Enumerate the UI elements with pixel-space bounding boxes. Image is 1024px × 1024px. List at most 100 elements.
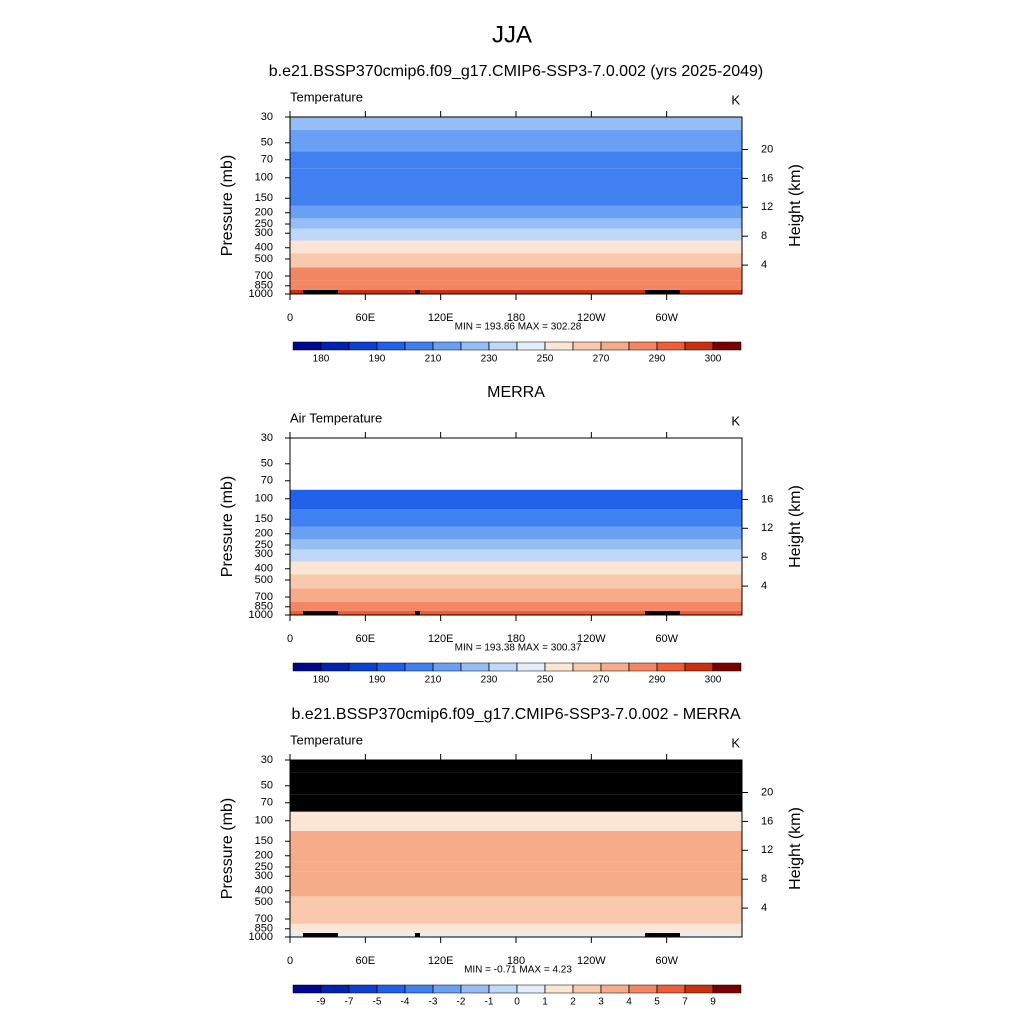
colorbar-box [600, 341, 630, 351]
stats-label: MIN = -0.71 MAX = 4.23 [464, 965, 572, 976]
field-band [290, 861, 742, 872]
colorbar-box [656, 341, 686, 351]
colorbar-box [488, 662, 518, 672]
colorbar-box [460, 984, 490, 994]
y-tick-label: 500 [255, 574, 273, 586]
colorbar-label: 190 [369, 354, 386, 365]
y-tick-label: 30 [261, 111, 273, 123]
y-tick-label: 1000 [249, 288, 273, 300]
x-tick-label: 60E [356, 955, 376, 967]
x-tick-label: 60W [655, 955, 678, 967]
figure-title: JJA [492, 21, 532, 48]
field-band [290, 610, 742, 615]
topography [303, 611, 338, 615]
field-band [290, 280, 742, 290]
colorbar-box [684, 984, 714, 994]
field-band [290, 129, 742, 152]
y-tick-label: 300 [255, 548, 273, 560]
colorbar-box [516, 662, 546, 672]
x-tick-label: 120E [428, 312, 454, 324]
y-tick-label: 850 [255, 601, 273, 613]
y-tick-label: 300 [255, 870, 273, 882]
field-band [290, 871, 742, 884]
x-tick-label: 180 [507, 312, 525, 324]
y-tick-label: 200 [255, 528, 273, 540]
colorbar-box [572, 984, 602, 994]
y-tick-label: 700 [255, 270, 273, 282]
field-band [290, 218, 742, 229]
field-band [290, 205, 742, 219]
field-band [290, 574, 742, 589]
field-band [290, 438, 742, 451]
colorbar-box [460, 341, 490, 351]
field-band [290, 794, 742, 812]
x-tick-label: 60E [356, 633, 376, 645]
topography [645, 290, 680, 294]
colorbar-label: 270 [593, 354, 610, 365]
field-band [290, 772, 742, 795]
colorbar-label: -5 [373, 997, 382, 1008]
y2-axis-label: Height (km) [787, 164, 804, 247]
panel-title: MERRA [487, 384, 545, 401]
colorbar-box [348, 984, 378, 994]
field-band [290, 151, 742, 169]
field-band [290, 489, 742, 510]
y-axis-label: Pressure (mb) [219, 155, 236, 256]
colorbar-label: 3 [598, 997, 604, 1008]
left-label: Air Temperature [290, 410, 382, 425]
y-tick-label: 850 [255, 923, 273, 935]
colorbar-box [628, 341, 658, 351]
y-tick-label: 30 [261, 754, 273, 766]
y-tick-label: 30 [261, 432, 273, 444]
colorbar-box [656, 662, 686, 672]
left-label: Temperature [290, 89, 363, 104]
colorbar-box [684, 662, 714, 672]
y-tick-label: 1000 [249, 931, 273, 943]
colorbar-label: -7 [345, 997, 354, 1008]
field-band [290, 760, 742, 773]
x-tick-label: 0 [287, 633, 293, 645]
colorbar-box [292, 662, 322, 672]
colorbar-box [628, 662, 658, 672]
y2-tick-label: 4 [761, 580, 767, 592]
x-tick-label: 60W [655, 633, 678, 645]
colorbar-box [320, 984, 350, 994]
colorbar-box [572, 662, 602, 672]
colorbar-label: 230 [481, 354, 498, 365]
colorbar-box [712, 341, 742, 351]
colorbar-box [432, 341, 462, 351]
topography [325, 933, 335, 937]
y2-tick-label: 20 [761, 786, 773, 798]
colorbar-box [544, 984, 574, 994]
y-tick-label: 850 [255, 280, 273, 292]
colorbar-box [432, 984, 462, 994]
y2-axis-label: Height (km) [787, 485, 804, 568]
y-tick-label: 70 [261, 475, 273, 487]
colorbar-box [320, 662, 350, 672]
colorbar-box [376, 341, 406, 351]
colorbar-box [292, 984, 322, 994]
x-tick-label: 0 [287, 955, 293, 967]
x-tick-label: 60W [655, 312, 678, 324]
colorbar-box [488, 984, 518, 994]
x-tick-label: 120W [577, 955, 606, 967]
field-band [290, 188, 742, 206]
y2-tick-label: 4 [761, 259, 767, 271]
colorbar-box [460, 662, 490, 672]
topography [303, 290, 338, 294]
colorbar-label: 7 [682, 997, 688, 1008]
topography [325, 611, 335, 615]
y-tick-label: 70 [261, 797, 273, 809]
colorbar-box [544, 662, 574, 672]
unit-label: K [731, 92, 740, 107]
x-tick-label: 60E [356, 312, 376, 324]
colorbar-box [432, 662, 462, 672]
colorbar-box [600, 984, 630, 994]
stats-label: MIN = 193.38 MAX = 300.37 [455, 643, 582, 654]
colorbar-label: 190 [369, 675, 386, 686]
field-band [290, 910, 742, 924]
field-band [290, 253, 742, 268]
colorbar-box [292, 341, 322, 351]
field-band [290, 601, 742, 611]
colorbar-box [600, 662, 630, 672]
